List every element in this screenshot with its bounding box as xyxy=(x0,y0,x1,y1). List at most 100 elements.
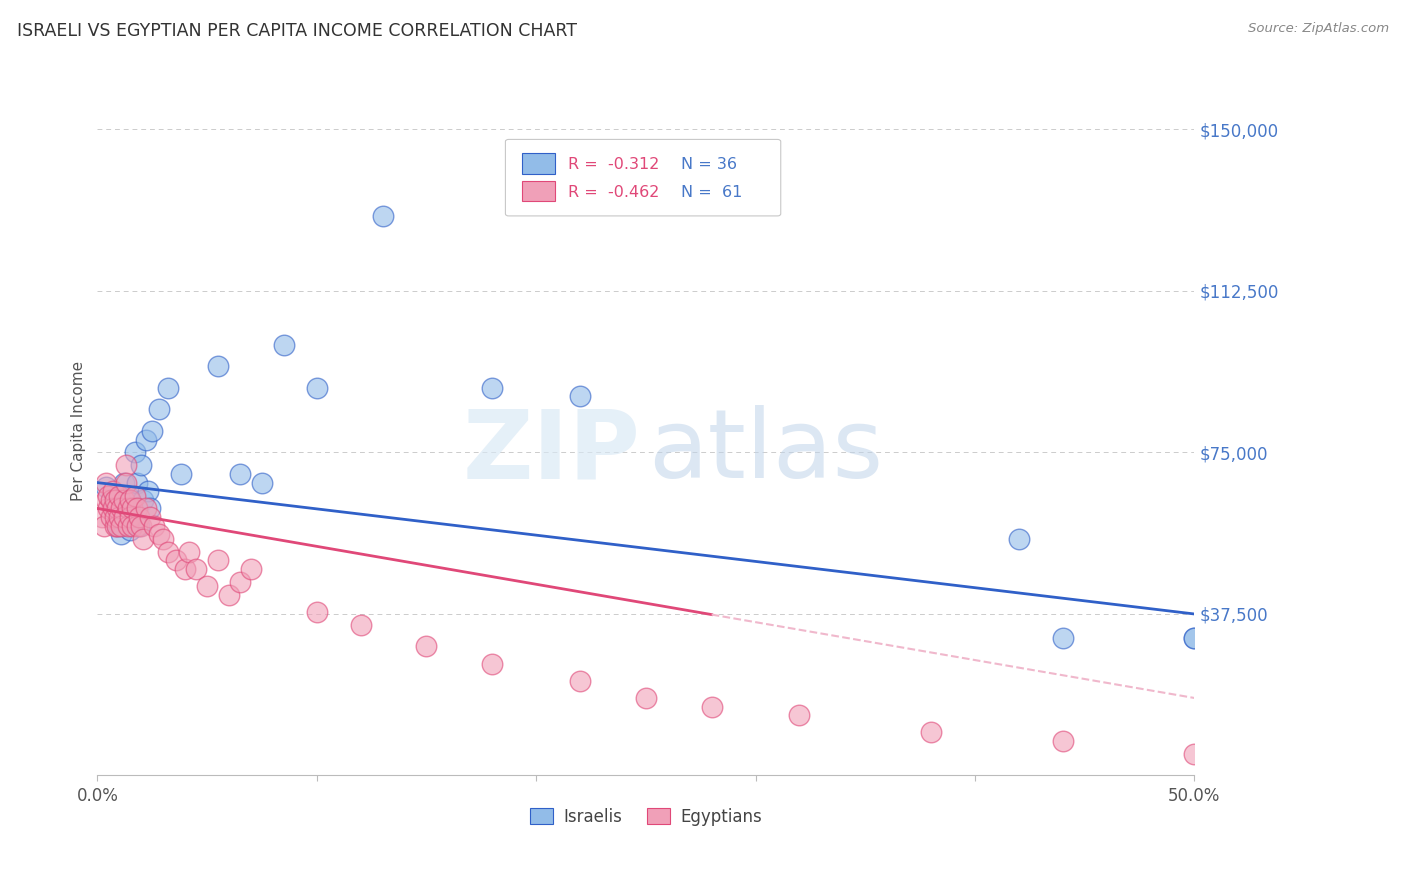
Point xyxy=(148,402,170,417)
Point xyxy=(156,544,179,558)
Point xyxy=(121,501,143,516)
Point xyxy=(120,492,142,507)
Y-axis label: Per Capita Income: Per Capita Income xyxy=(72,361,86,501)
Point xyxy=(105,501,128,516)
Point xyxy=(1182,747,1205,761)
Point xyxy=(115,501,138,516)
Point xyxy=(124,445,146,459)
Point xyxy=(125,475,148,490)
Point xyxy=(634,690,657,705)
Point xyxy=(125,501,148,516)
Text: N = 36: N = 36 xyxy=(681,157,737,172)
Point xyxy=(110,527,132,541)
Point xyxy=(97,501,120,516)
Point xyxy=(1052,631,1074,645)
Point xyxy=(139,501,162,516)
Point xyxy=(1008,532,1031,546)
Point xyxy=(120,492,142,507)
Point xyxy=(132,492,155,507)
Point xyxy=(90,510,112,524)
Point xyxy=(569,673,592,688)
Point xyxy=(156,381,179,395)
Point xyxy=(415,640,437,654)
Point xyxy=(104,492,127,507)
Point xyxy=(136,484,159,499)
Point xyxy=(165,553,187,567)
Point xyxy=(1182,631,1205,645)
Point xyxy=(239,562,262,576)
Point xyxy=(101,484,124,499)
Point xyxy=(105,518,128,533)
Point xyxy=(128,510,150,524)
Point xyxy=(120,510,142,524)
Point xyxy=(120,523,142,537)
Point xyxy=(135,501,157,516)
Text: R =  -0.462: R = -0.462 xyxy=(568,185,659,200)
Point xyxy=(97,489,120,503)
Point xyxy=(129,518,152,533)
Point xyxy=(481,381,503,395)
Point xyxy=(139,510,162,524)
Point xyxy=(115,475,138,490)
Point xyxy=(112,492,135,507)
Point xyxy=(108,489,131,503)
Point xyxy=(112,510,135,524)
Point xyxy=(94,492,117,507)
Point xyxy=(124,489,146,503)
Point xyxy=(152,532,174,546)
Point xyxy=(94,475,117,490)
Point xyxy=(110,518,132,533)
Text: ZIP: ZIP xyxy=(463,405,640,498)
Point xyxy=(229,467,252,481)
Point xyxy=(108,510,131,524)
Point xyxy=(117,501,139,516)
Point xyxy=(115,458,138,473)
Point xyxy=(1182,631,1205,645)
Point xyxy=(101,501,124,516)
Point xyxy=(93,518,115,533)
Point xyxy=(143,518,166,533)
Point xyxy=(94,480,117,494)
Bar xyxy=(522,153,555,174)
Point xyxy=(1052,734,1074,748)
Point xyxy=(305,381,328,395)
Point xyxy=(218,588,240,602)
Bar xyxy=(522,181,555,202)
Point xyxy=(125,518,148,533)
Point xyxy=(112,475,135,490)
Point xyxy=(104,492,127,507)
Text: Source: ZipAtlas.com: Source: ZipAtlas.com xyxy=(1249,22,1389,36)
Point xyxy=(110,501,132,516)
Point xyxy=(108,518,131,533)
Point xyxy=(148,527,170,541)
Point xyxy=(100,492,122,507)
Point xyxy=(117,489,139,503)
Point xyxy=(110,501,132,516)
Text: ISRAELI VS EGYPTIAN PER CAPITA INCOME CORRELATION CHART: ISRAELI VS EGYPTIAN PER CAPITA INCOME CO… xyxy=(17,22,576,40)
Point xyxy=(121,518,143,533)
FancyBboxPatch shape xyxy=(505,139,780,216)
Point xyxy=(207,359,229,374)
Point xyxy=(920,725,942,739)
Text: atlas: atlas xyxy=(648,405,883,498)
Point xyxy=(184,562,207,576)
Point xyxy=(141,424,163,438)
Point xyxy=(207,553,229,567)
Point xyxy=(250,475,273,490)
Text: N =  61: N = 61 xyxy=(681,185,742,200)
Point xyxy=(179,544,201,558)
Point xyxy=(305,605,328,619)
Point xyxy=(105,518,128,533)
Point xyxy=(229,574,252,589)
Point xyxy=(132,532,155,546)
Point xyxy=(121,510,143,524)
Point xyxy=(700,699,723,714)
Point xyxy=(569,389,592,403)
Point xyxy=(789,708,811,723)
Point xyxy=(128,518,150,533)
Point xyxy=(100,510,122,524)
Point xyxy=(195,579,218,593)
Point xyxy=(104,510,127,524)
Point xyxy=(129,458,152,473)
Point xyxy=(104,518,127,533)
